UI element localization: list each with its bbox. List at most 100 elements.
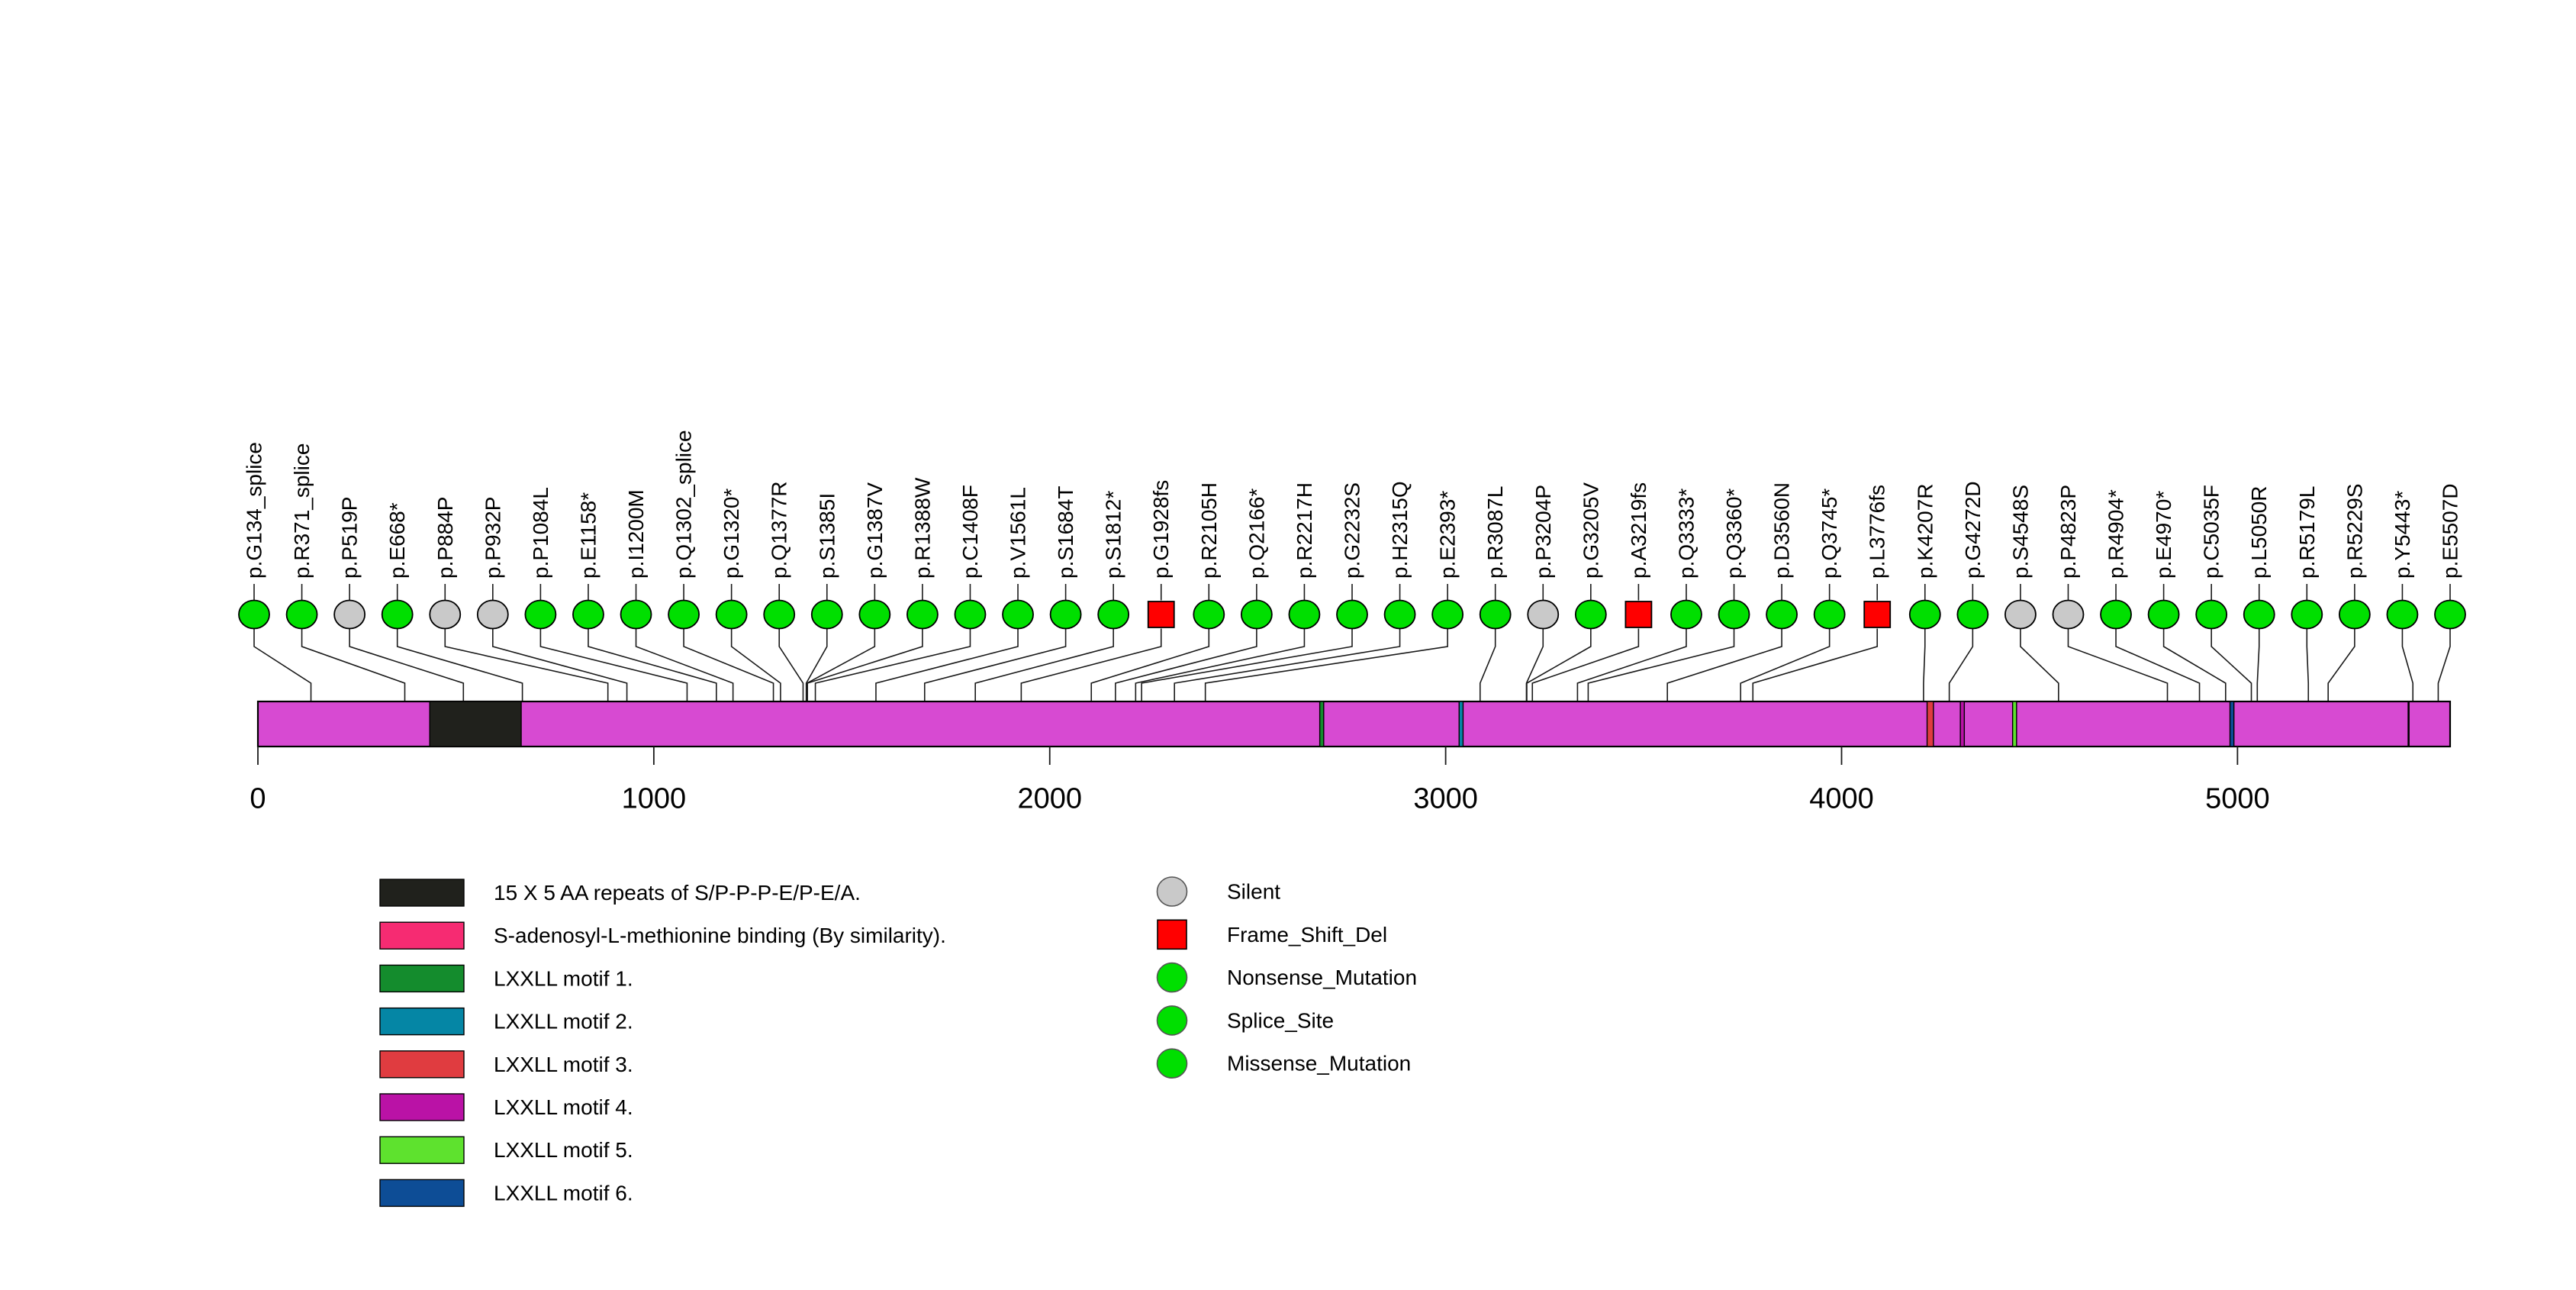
mutation-marker-circle — [1813, 599, 1846, 630]
mutation-label: p.E5507D — [2439, 483, 2462, 579]
mutation-marker-circle — [810, 599, 843, 630]
mutation-label: p.R2105H — [1197, 482, 1221, 579]
mutation-label: p.R1388W — [910, 477, 934, 579]
mutation-marker-circle — [524, 599, 557, 630]
domain-legend-label: LXXLL motif 1. — [494, 966, 633, 990]
mutation-marker-circle — [2100, 599, 2132, 630]
mutation-marker-circle — [333, 599, 366, 630]
mutation-label: p.E1158* — [576, 492, 600, 579]
axis-tick-label: 0 — [250, 782, 266, 814]
mutation-marker-circle — [2338, 599, 2371, 630]
domain-region — [1959, 701, 1966, 747]
mutation-label: p.K4207R — [1913, 483, 1937, 579]
mutation-label: p.L3776fs — [1866, 485, 1889, 579]
mutation-label: p.R5229S — [2343, 483, 2366, 579]
mutation-marker-square — [1147, 601, 1175, 628]
mutation-marker-circle — [620, 599, 652, 630]
mutation-marker-circle — [476, 599, 509, 630]
mutation-marker-circle — [1574, 599, 1607, 630]
mutation-marker-circle — [1097, 599, 1130, 630]
mutation-label: p.P1084L — [529, 487, 552, 579]
mutation-marker-circle — [1766, 599, 1798, 630]
mutation-marker-circle — [1336, 599, 1368, 630]
mutation-label: p.E668* — [385, 502, 409, 579]
mutation-marker-circle — [954, 599, 987, 630]
mutation-label: p.G3205V — [1579, 482, 1602, 579]
mutation-marker-circle — [1479, 599, 1512, 630]
mutation-label: p.G1928fs — [1149, 480, 1173, 579]
mutation-marker-circle — [1193, 599, 1225, 630]
mutation-markers-layer — [238, 599, 2466, 630]
mutation-label: p.Q2166* — [1245, 489, 1268, 579]
domain-legend: 15 X 5 AA repeats of S/P-P-P-E/P-E/A. S-a… — [379, 879, 946, 1208]
mutation-marker-circle — [1718, 599, 1750, 630]
mutation-label: p.I1200M — [624, 489, 648, 579]
domain-legend-swatch — [379, 964, 465, 993]
domain-legend-label: LXXLL motif 2. — [494, 1010, 633, 1034]
mutation-legend-label: Silent — [1227, 880, 1280, 904]
mutation-label: p.P519P — [338, 497, 362, 579]
domain-region — [2229, 701, 2235, 747]
domain-region — [1926, 701, 1934, 747]
mutation-label: p.R5179L — [2295, 486, 2319, 579]
mutation-marker-circle — [2386, 599, 2419, 630]
mutation-label: p.S1684T — [1054, 486, 1077, 579]
mutation-marker-circle — [2291, 599, 2323, 630]
domain-legend-label: 15 X 5 AA repeats of S/P-P-P-E/P-E/A. — [494, 881, 861, 905]
domain-region — [2011, 701, 2017, 747]
mutation-marker-circle — [1002, 599, 1034, 630]
mutation-marker-square — [1624, 601, 1653, 628]
domain-legend-swatch — [379, 1050, 465, 1079]
mutation-label: p.Q3360* — [1722, 489, 1746, 579]
protein-backbone-layer — [256, 700, 2452, 748]
mutation-type-legend: Silent Frame_Shift_Del Nonsense_Mutation Sp… — [1156, 876, 1417, 1079]
mutation-label: p.Y5443* — [2391, 491, 2414, 579]
mutation-marker-square — [1863, 601, 1892, 628]
mutation-label: p.G4272D — [1961, 481, 1985, 579]
mutation-marker-circle — [763, 599, 796, 630]
mutation-label: p.E2393* — [1436, 491, 1460, 579]
mutation-marker-circle — [381, 599, 414, 630]
domain-region — [1319, 701, 1325, 747]
mutation-label: p.R4904* — [2104, 489, 2128, 579]
mutation-legend-square — [1157, 919, 1187, 950]
domain-legend-swatch — [379, 1179, 465, 1208]
mutation-legend-circle — [1156, 962, 1188, 993]
mutation-label: p.G1320* — [720, 489, 743, 579]
mutation-label: p.Q1377R — [768, 481, 791, 579]
mutation-marker-circle — [1956, 599, 1989, 630]
mutation-legend-circle — [1156, 1048, 1188, 1079]
mutation-labels-layer: p.G134_splice p.R371_splice p.P519P p.E668*… — [243, 430, 2462, 579]
mutation-label: p.D3560N — [1770, 482, 1794, 579]
domain-legend-label: LXXLL motif 4. — [494, 1095, 633, 1119]
mutation-label: p.P3204P — [1531, 485, 1555, 579]
mutation-label: p.L5050R — [2247, 486, 2271, 579]
mutation-marker-circle — [2434, 599, 2466, 630]
axis-tick-label: 1000 — [622, 782, 687, 814]
mutation-legend-circle — [1156, 1005, 1188, 1036]
mutation-label: p.P884P — [433, 497, 457, 579]
position-axis: 0 1000 2000 3000 4000 5000 — [250, 747, 2270, 814]
mutation-marker-circle — [668, 599, 700, 630]
protein-backbone-bar — [256, 700, 2452, 748]
axis-tick-label: 2000 — [1017, 782, 1082, 814]
mutation-marker-circle — [1908, 599, 1941, 630]
mutation-marker-circle — [715, 599, 748, 630]
mutation-label: p.G134_splice — [243, 442, 266, 579]
mutation-marker-circle — [238, 599, 270, 630]
mutation-label: p.S1812* — [1102, 491, 1125, 579]
mutation-legend-label: Splice_Site — [1227, 1008, 1334, 1032]
mutation-legend-label: Missense_Mutation — [1227, 1052, 1411, 1076]
mutation-legend-label: Frame_Shift_Del — [1227, 923, 1387, 947]
mutation-label: p.C5035F — [2200, 485, 2223, 579]
mutation-marker-circle — [1527, 599, 1560, 630]
mutation-label: p.R3087L — [1483, 486, 1507, 579]
axis-tick-label: 4000 — [1809, 782, 1874, 814]
domain-legend-label: LXXLL motif 6. — [494, 1181, 633, 1205]
domain-legend-swatch — [379, 1136, 465, 1164]
mutation-marker-circle — [1670, 599, 1702, 630]
domain-legend-label: S-adenosyl-L-methionine binding (By simi… — [494, 924, 946, 947]
mutation-label: p.G1387V — [863, 482, 887, 579]
